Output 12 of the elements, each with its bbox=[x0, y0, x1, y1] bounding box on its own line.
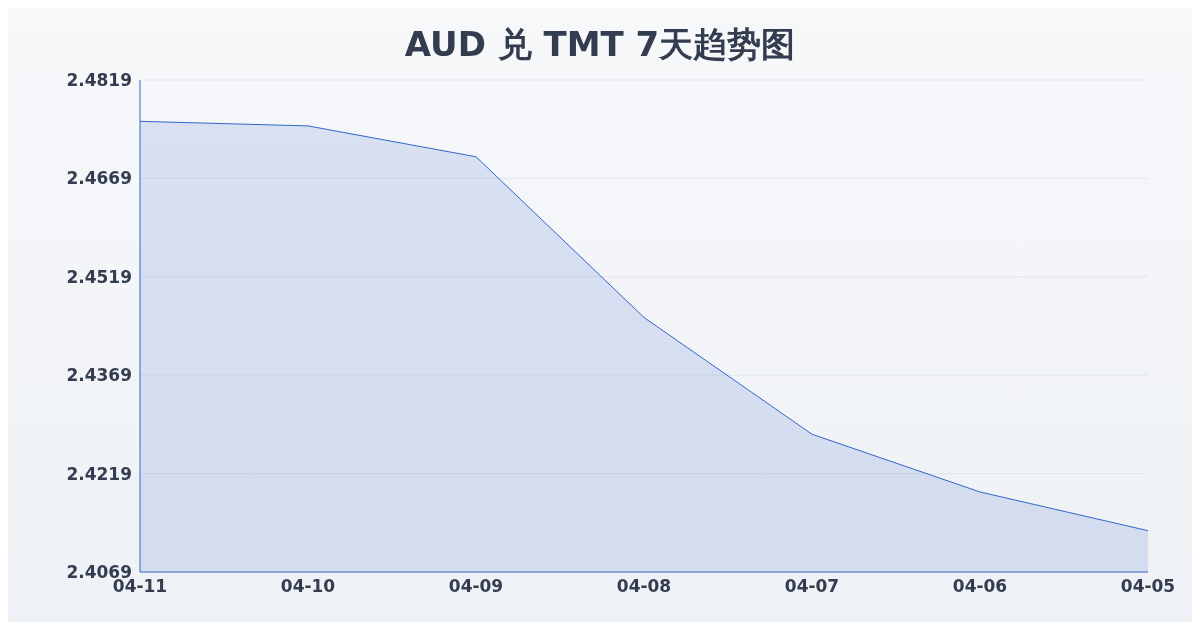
y-tick-label: 2.4219 bbox=[66, 463, 132, 484]
x-tick-label: 04-05 bbox=[1120, 576, 1176, 597]
y-tick-label: 2.4519 bbox=[66, 266, 132, 287]
y-tick-label: 2.4369 bbox=[66, 365, 132, 386]
y-tick-label: 2.4669 bbox=[66, 168, 132, 189]
x-tick-label: 04-08 bbox=[616, 576, 672, 597]
chart-title: AUD 兑 TMT 7天趋势图 bbox=[403, 23, 797, 66]
y-tick-label: 2.4819 bbox=[66, 70, 132, 91]
x-tick-label: 04-10 bbox=[280, 576, 336, 597]
x-tick-label: 04-07 bbox=[784, 576, 840, 597]
x-tick-label: 04-09 bbox=[448, 576, 504, 597]
x-tick-label: 04-06 bbox=[952, 576, 1008, 597]
